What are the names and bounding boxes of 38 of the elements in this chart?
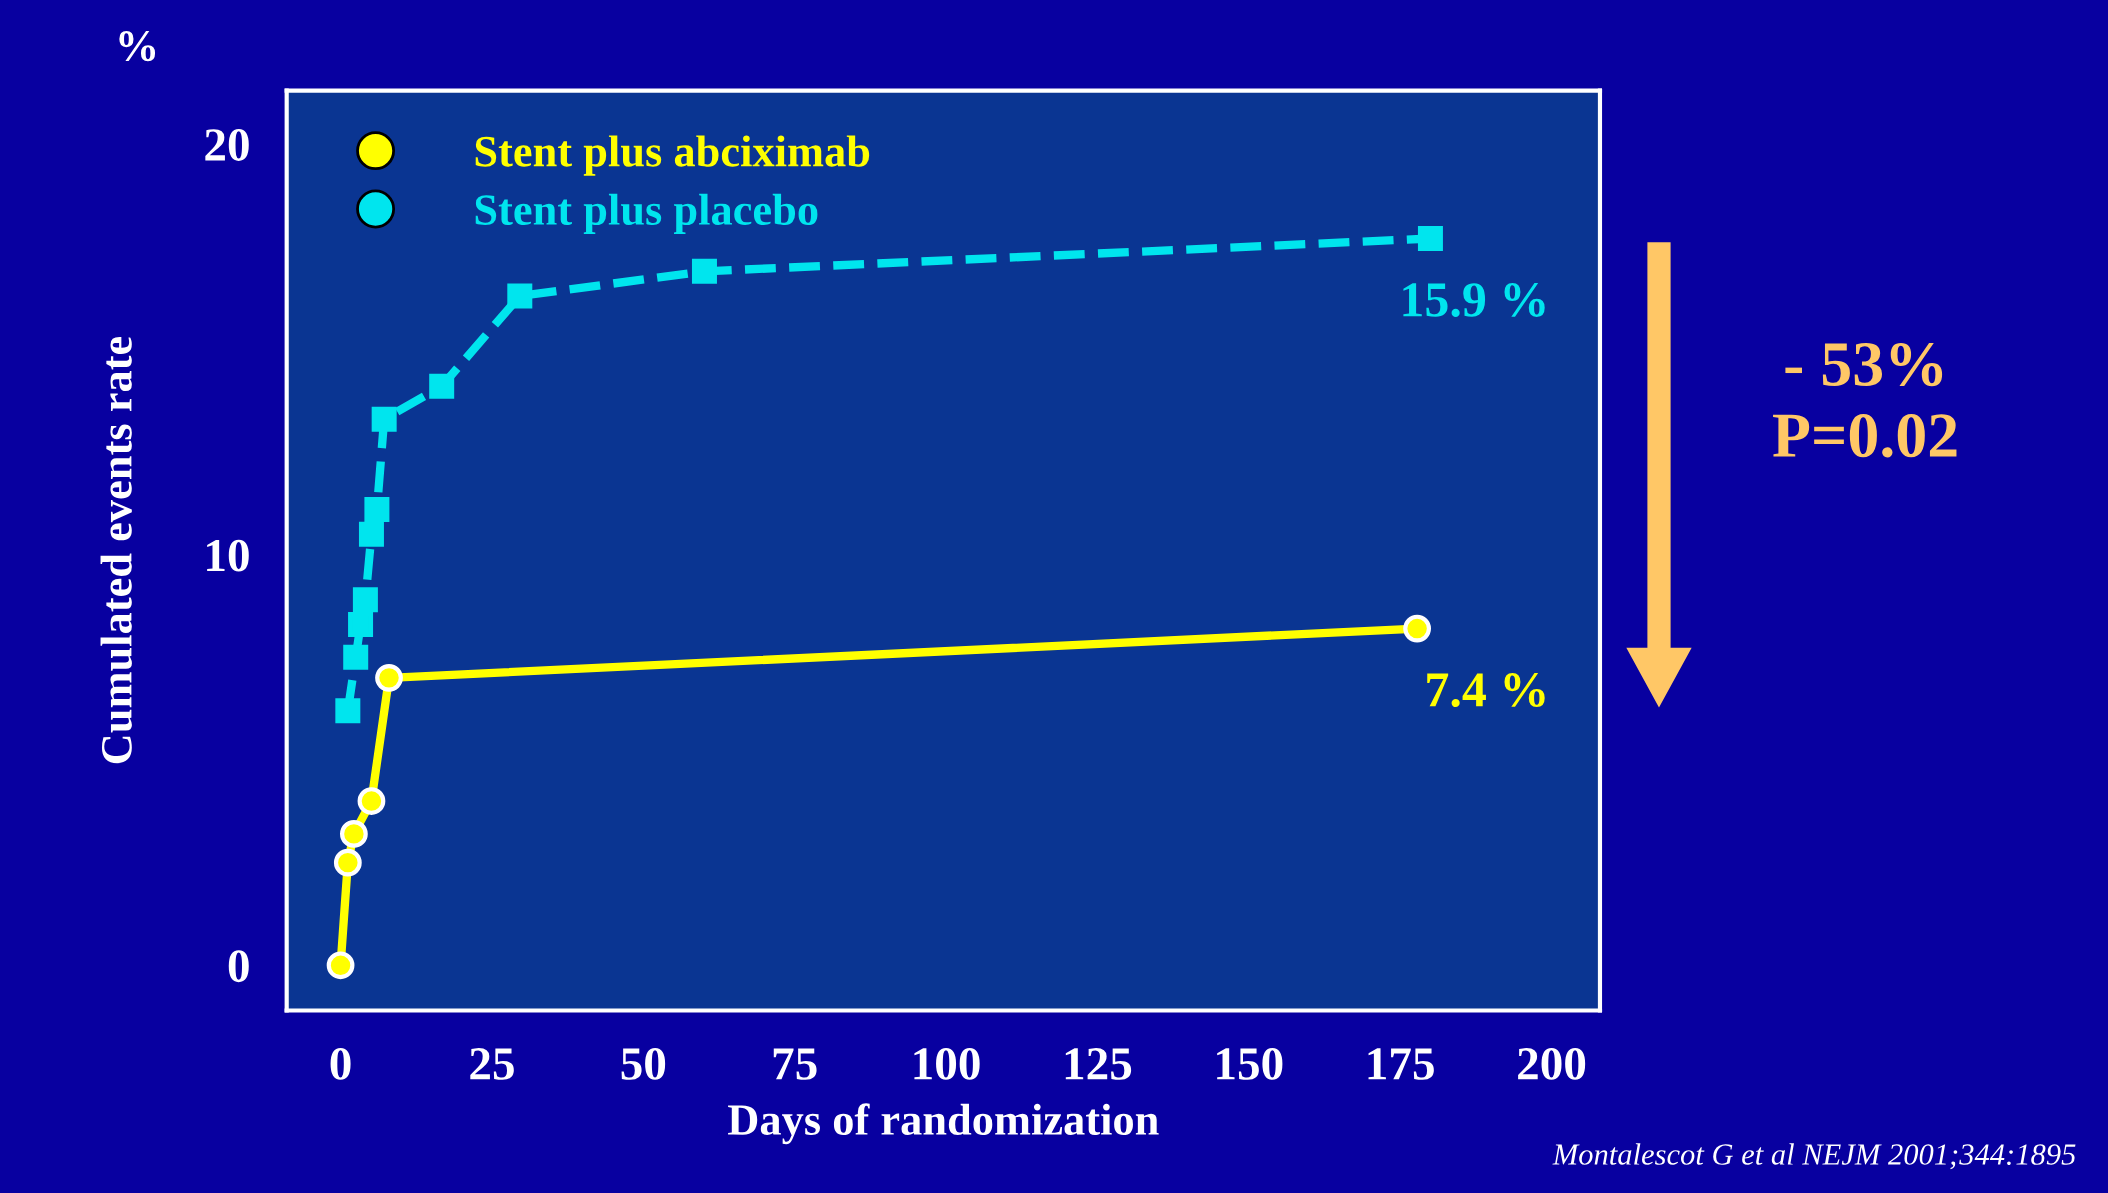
point (333, 848, 362, 877)
point (335, 698, 361, 724)
point (1403, 614, 1432, 643)
point (357, 787, 386, 815)
point (340, 820, 368, 848)
point (1417, 225, 1443, 251)
point (358, 521, 384, 547)
text: % (119, 31, 156, 62)
point (352, 587, 378, 613)
point (429, 373, 455, 399)
x-tick-label: 200 (1518, 1047, 1586, 1080)
point (375, 663, 403, 692)
x-tick-label: 100 (914, 1047, 980, 1080)
point (343, 644, 369, 670)
y-tick-label: 0 (228, 950, 249, 983)
x-tick-label: 75 (773, 1048, 817, 1080)
point (326, 951, 355, 980)
x-tick-label: 175 (1368, 1048, 1434, 1080)
x-axis-title: Days of randomization (728, 1103, 1159, 1145)
legend-label: Stent plus abciximab (475, 135, 870, 176)
x-tick-label: 25 (470, 1048, 514, 1080)
point (507, 283, 533, 309)
text: Montalescot G et al NEJM 2001;344:1895 (1552, 1143, 2076, 1170)
legend-label: Stent plus placebo (475, 193, 818, 235)
point (691, 258, 717, 284)
x-tick-label: 0 (330, 1047, 351, 1080)
x-tick-label: 50 (621, 1047, 666, 1080)
point (364, 497, 390, 523)
text: - 53% P=0.02 (1773, 342, 1957, 458)
x-tick-label: 125 (1065, 1048, 1132, 1080)
x-tick-label: 150 (1217, 1047, 1283, 1080)
annotation: 7.4 % (1427, 673, 1545, 708)
point (371, 406, 397, 432)
y-tick-label: 10 (207, 539, 249, 572)
point (348, 611, 374, 637)
annotation: 15.9 % (1403, 282, 1545, 317)
y-axis-title: Cumulated events rate (100, 336, 132, 764)
y-tick-label: 20 (205, 129, 249, 161)
